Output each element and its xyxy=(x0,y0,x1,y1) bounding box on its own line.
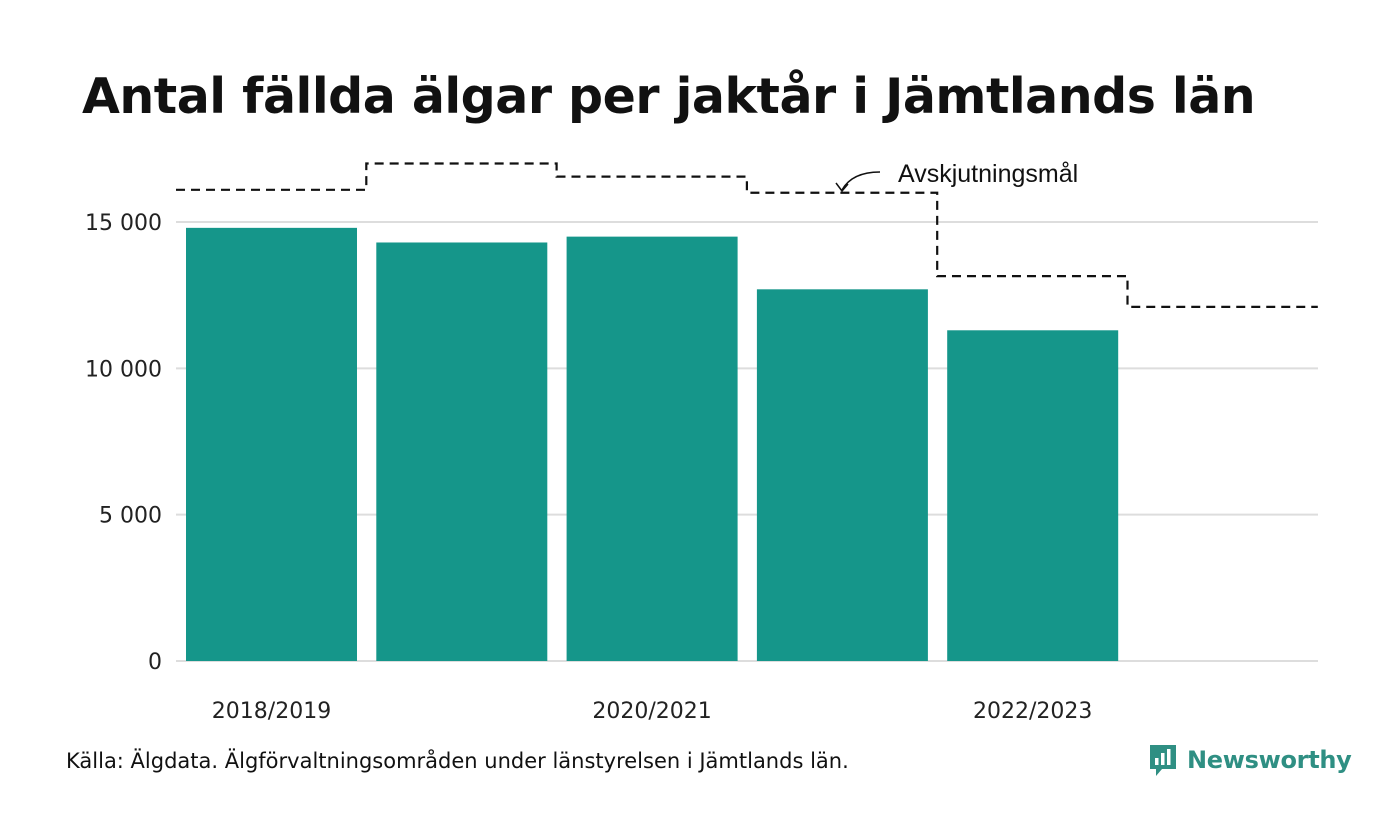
bars xyxy=(186,227,1119,661)
newsworthy-logo: Newsworthy xyxy=(1148,743,1352,777)
x-axis-ticks: 2018/2019 2020/2021 2022/2023 xyxy=(212,699,1093,724)
annotation: Avskjutningsmål xyxy=(835,160,1078,193)
bar xyxy=(756,289,928,661)
y-tick-label: 10 000 xyxy=(85,357,162,382)
y-tick-label: 0 xyxy=(148,650,162,675)
bar xyxy=(186,227,357,661)
chart-title: Antal fällda älgar per jaktår i Jämtland… xyxy=(82,68,1256,125)
bar xyxy=(947,330,1119,661)
gridlines xyxy=(176,221,1318,662)
chart-area: 0 5 000 10 000 15 000 2018/2019 2020/2021 202… xyxy=(85,160,1318,724)
source-note: Källa: Älgdata. Älgförvaltningsområden u… xyxy=(66,749,849,773)
target-line xyxy=(176,162,1318,308)
target-line-series xyxy=(176,162,1318,308)
annotation-label: Avskjutningsmål xyxy=(898,160,1078,188)
bar xyxy=(376,242,548,661)
bar xyxy=(566,236,738,661)
y-axis-ticks: 0 5 000 10 000 15 000 xyxy=(85,211,162,675)
x-tick-label: 2022/2023 xyxy=(973,699,1092,724)
x-tick-label: 2018/2019 xyxy=(212,699,331,724)
annotation-arrow xyxy=(841,171,881,191)
logo-text: Newsworthy xyxy=(1187,746,1352,774)
annotation-arrowhead xyxy=(835,182,849,193)
x-tick-label: 2020/2021 xyxy=(592,699,711,724)
newsworthy-chart-icon xyxy=(1150,745,1176,776)
y-tick-label: 5 000 xyxy=(99,504,162,529)
y-tick-label: 15 000 xyxy=(85,211,162,236)
